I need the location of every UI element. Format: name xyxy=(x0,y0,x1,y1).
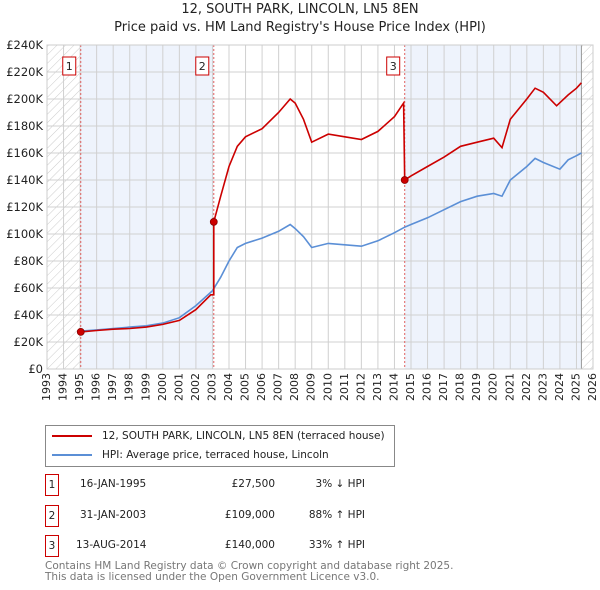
y-tick-label: £140K xyxy=(6,173,43,187)
hpi-line xyxy=(80,152,582,332)
x-tick-label: 2012 xyxy=(354,373,367,401)
footer-licence: This data is licensed under the Open Gov… xyxy=(45,571,380,583)
transaction-date: 16-JAN-1995 xyxy=(80,478,147,490)
y-tick-label: £40K xyxy=(14,308,44,322)
legend-label: HPI: Average price, terraced house, Linc… xyxy=(102,449,329,461)
x-tick-label: 2026 xyxy=(586,373,599,401)
transaction-hpi: 33% ↑ HPI xyxy=(308,539,365,551)
plot-border xyxy=(46,44,594,370)
y-tick-label: £180K xyxy=(6,119,43,133)
x-tick-label: 2019 xyxy=(470,373,483,401)
y-tick-label: £160K xyxy=(6,146,43,160)
transaction-hpi: 88% ↑ HPI xyxy=(308,509,365,521)
chart-subtitle: Price paid vs. HM Land Registry's House … xyxy=(114,20,486,35)
x-tick-label: 2002 xyxy=(189,373,202,401)
x-tick-label: 2000 xyxy=(156,373,169,401)
x-tick-label: 2025 xyxy=(569,373,582,401)
legend-item-property: 12, SOUTH PARK, LINCOLN, LN5 8EN (terrac… xyxy=(52,428,385,444)
legend: 12, SOUTH PARK, LINCOLN, LN5 8EN (terrac… xyxy=(45,425,395,467)
transaction-hpi: 3% ↓ HPI xyxy=(315,478,365,490)
y-tick-label: £0 xyxy=(28,362,43,376)
transaction-row: 1 16-JAN-1995 £27,500 3% ↓ HPI xyxy=(45,474,405,496)
footer-copyright: Contains HM Land Registry data © Crown c… xyxy=(45,560,454,572)
x-tick-label: 2008 xyxy=(288,373,301,401)
y-tick-label: £120K xyxy=(6,200,43,214)
x-tick-label: 2010 xyxy=(321,373,334,401)
marker-badge: 1 xyxy=(45,474,59,496)
x-tick-label: 2013 xyxy=(371,373,384,401)
sale-label-box xyxy=(386,56,401,76)
sale-label: 2 xyxy=(199,60,206,73)
x-tick-label: 2024 xyxy=(553,373,566,401)
x-tick-label: 2001 xyxy=(172,373,185,401)
x-tick-label: 2011 xyxy=(338,373,351,401)
x-tick-label: 2023 xyxy=(536,373,549,401)
x-tick-label: 2005 xyxy=(239,373,252,401)
y-tick-label: £200K xyxy=(6,92,43,106)
transaction-row: 2 31-JAN-2003 £109,000 88% ↑ HPI xyxy=(45,505,405,527)
x-tick-label: 2016 xyxy=(421,373,434,401)
transaction-date: 13-AUG-2014 xyxy=(76,539,147,551)
x-tick-label: 2007 xyxy=(272,373,285,401)
y-tick-label: £80K xyxy=(14,254,44,268)
y-tick-label: £100K xyxy=(6,227,43,241)
x-tick-label: 2015 xyxy=(404,373,417,401)
sale-label: 3 xyxy=(390,60,397,73)
red-line-swatch xyxy=(52,435,92,437)
x-tick-label: 2003 xyxy=(205,373,218,401)
x-tick-label: 2014 xyxy=(387,373,400,401)
sale-label: 1 xyxy=(66,60,73,73)
price-chart: 1993 1994 1995 1996 1997 1998 1999 2000 2001 2002… xyxy=(6,38,599,401)
chart-title: 12, SOUTH PARK, LINCOLN, LN5 8EN xyxy=(181,2,419,17)
transaction-price: £109,000 xyxy=(224,509,275,521)
transaction-date: 31-JAN-2003 xyxy=(80,509,147,521)
blue-line-swatch xyxy=(52,454,92,456)
y-tick-label: £20K xyxy=(14,335,44,349)
y-tick-label: £60K xyxy=(14,281,44,295)
sale-point xyxy=(400,176,409,184)
sale-point xyxy=(209,217,218,226)
marker-badge: 2 xyxy=(45,505,59,527)
x-tick-label: 2021 xyxy=(503,373,516,401)
x-tick-label: 2009 xyxy=(305,373,318,401)
transaction-price: £140,000 xyxy=(224,539,275,551)
x-tick-label: 1996 xyxy=(90,373,103,401)
x-tick-label: 2022 xyxy=(520,373,533,401)
marker-badge: 3 xyxy=(45,535,59,557)
x-tick-label: 2017 xyxy=(437,373,450,401)
x-tick-label: 1994 xyxy=(57,373,70,401)
x-tick-label: 1995 xyxy=(73,373,86,401)
legend-label: 12, SOUTH PARK, LINCOLN, LN5 8EN (terrac… xyxy=(102,430,385,442)
x-tick-label: 1998 xyxy=(123,373,136,401)
x-tick-label: 2006 xyxy=(255,373,268,401)
sale-point xyxy=(76,327,85,336)
sale-label-box xyxy=(62,56,77,76)
x-tick-label: 2004 xyxy=(222,373,235,401)
x-tick-label: 2020 xyxy=(487,373,500,401)
transaction-row: 3 13-AUG-2014 £140,000 33% ↑ HPI xyxy=(45,535,405,557)
x-tick-label: 2018 xyxy=(454,373,467,401)
footer: Contains HM Land Registry data © Crown c… xyxy=(45,561,453,583)
transaction-price: £27,500 xyxy=(231,478,275,490)
sale-label-box xyxy=(195,56,210,76)
x-tick-label: 1993 xyxy=(40,373,53,401)
y-tick-label: £240K xyxy=(6,38,43,52)
legend-item-hpi: HPI: Average price, terraced house, Linc… xyxy=(52,447,329,463)
x-tick-label: 1997 xyxy=(106,373,119,401)
y-tick-label: £220K xyxy=(6,65,43,79)
x-tick-label: 1999 xyxy=(139,373,152,401)
property-price-line xyxy=(80,82,582,333)
